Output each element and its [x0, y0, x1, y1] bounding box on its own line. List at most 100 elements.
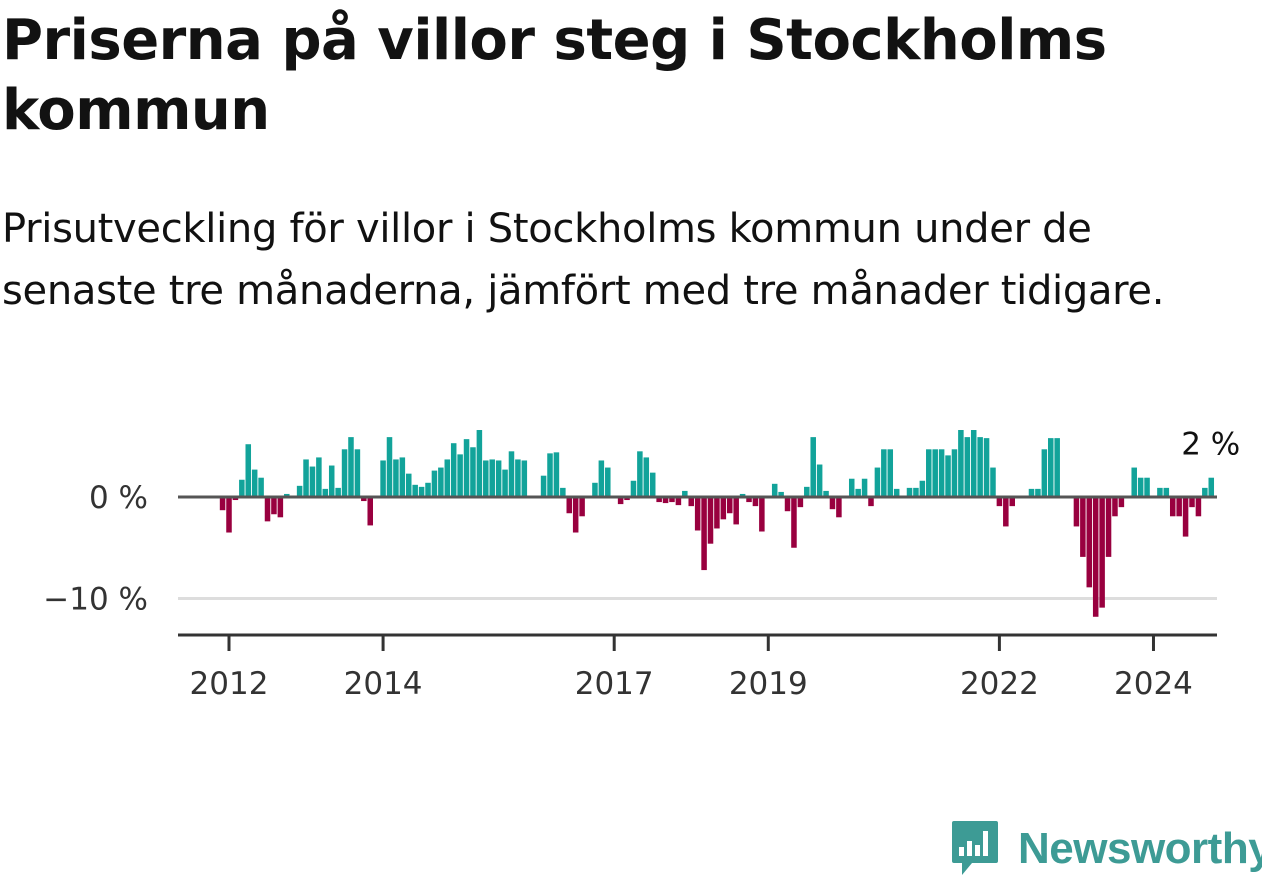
bar [386, 437, 393, 498]
bar [495, 460, 502, 497]
bar [714, 497, 720, 529]
bar [393, 459, 399, 497]
bar [406, 473, 412, 497]
bar [1163, 487, 1170, 497]
bar [438, 467, 444, 497]
newsworthy-logo-icon [952, 821, 998, 875]
bar [1202, 487, 1208, 497]
bar [682, 490, 688, 497]
bar [226, 497, 232, 533]
bar [662, 497, 669, 504]
bar [964, 437, 971, 498]
bar [560, 487, 566, 497]
bar [547, 453, 553, 498]
bar [1157, 487, 1163, 497]
bar [399, 457, 406, 498]
bar [881, 449, 887, 498]
bar [418, 486, 425, 497]
bar [457, 454, 463, 497]
bar [913, 487, 919, 497]
y-tick-label: 0 % [89, 480, 148, 516]
bar [431, 470, 438, 497]
bar [656, 497, 662, 503]
bar [823, 490, 829, 497]
bar [463, 439, 470, 497]
bar [1054, 438, 1060, 497]
x-tick-label: 2022 [960, 666, 1039, 702]
bar [354, 449, 361, 498]
bar [1105, 497, 1112, 557]
bar [874, 467, 881, 497]
bar [303, 459, 309, 497]
bar [951, 449, 958, 498]
bar [348, 437, 354, 498]
bar [328, 465, 335, 497]
bar [592, 482, 598, 497]
bar [624, 497, 630, 501]
bar [887, 449, 894, 498]
bar [598, 460, 605, 497]
x-tick-label: 2017 [575, 666, 654, 702]
bar [1182, 497, 1189, 537]
bar [380, 460, 386, 497]
bar [752, 497, 759, 507]
bar [1003, 497, 1009, 527]
bar [1041, 449, 1048, 498]
bar [1086, 497, 1093, 588]
bar [309, 466, 316, 497]
bar [232, 497, 239, 501]
bar [996, 497, 1003, 507]
bar [970, 430, 977, 497]
bar [1195, 497, 1202, 517]
bar [855, 488, 861, 497]
bar [739, 493, 746, 497]
bar [502, 469, 508, 498]
bar [990, 467, 996, 497]
bar [958, 430, 964, 497]
bar [521, 460, 528, 497]
bar [746, 497, 752, 503]
bar [778, 491, 784, 498]
bar [251, 469, 258, 498]
bar [720, 497, 727, 520]
bar [1092, 497, 1099, 617]
bar [829, 497, 836, 510]
bar [797, 497, 804, 508]
bar [945, 455, 951, 497]
bar [322, 488, 329, 497]
brand-name: Newsworthy [1018, 824, 1262, 873]
bar [271, 497, 277, 515]
bar [239, 479, 245, 497]
bar [893, 488, 900, 497]
bar [727, 497, 733, 514]
bar [643, 457, 650, 498]
bar [470, 447, 476, 497]
bar [264, 497, 271, 522]
bar [1144, 477, 1150, 497]
bar [1112, 497, 1118, 517]
bar [836, 497, 842, 518]
bar [861, 478, 868, 497]
x-tick-label: 2012 [190, 666, 269, 702]
bar [476, 430, 483, 497]
bar [1028, 488, 1035, 497]
bar [515, 459, 521, 497]
bar [810, 437, 816, 498]
bar [675, 497, 682, 506]
chart-title: Priserna på villor steg i Stockholms kom… [2, 8, 1107, 143]
bar [771, 483, 778, 498]
bar [1137, 477, 1144, 497]
x-tick-label: 2014 [344, 666, 423, 702]
bar [277, 497, 284, 518]
bar [540, 475, 547, 498]
bar [450, 443, 457, 497]
bar [1189, 497, 1195, 508]
bar [791, 497, 797, 548]
bar [444, 459, 451, 497]
last-value-annotation: 2 % [1181, 427, 1240, 463]
bar [1169, 497, 1176, 517]
bar [1080, 497, 1086, 557]
bar [1131, 467, 1137, 497]
bar [579, 497, 585, 517]
